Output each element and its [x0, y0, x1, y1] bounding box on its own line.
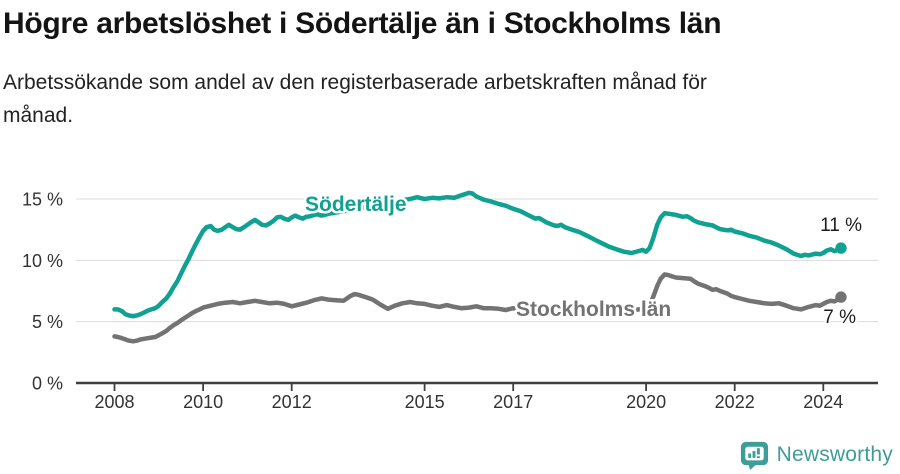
newsworthy-logo-icon — [739, 439, 770, 470]
series-line-1 — [112, 272, 844, 344]
x-tick-label: 2017 — [493, 392, 533, 412]
series-end-dots — [835, 242, 847, 303]
chart-title: Högre arbetslöshet i Södertälje än i Sto… — [3, 7, 722, 40]
end-value-label-sodertalje: 11 % — [820, 215, 862, 236]
y-tick-label: 0 % — [32, 374, 63, 394]
series-label-stockholms-lan: Stockholms län — [516, 298, 671, 321]
chart-subtitle: Arbetssökande som andel av den registerb… — [0, 66, 900, 132]
y-tick-label: 5 % — [32, 312, 63, 332]
end-dot-1 — [835, 291, 847, 303]
x-tick-label: 2020 — [626, 392, 666, 412]
chart-subtitle-line2: månad. — [3, 103, 74, 127]
y-axis-labels: 0 % 5 % 10 % 15 % — [22, 189, 63, 393]
x-tick-label: 2012 — [272, 392, 312, 412]
chart-subtitle-line1: Arbetssökande som andel av den registerb… — [3, 70, 707, 94]
x-tick-label: 2008 — [94, 392, 134, 412]
newsworthy-footer: Newsworthy — [739, 439, 893, 470]
end-dot-0 — [835, 242, 847, 254]
x-tick-label: 2022 — [715, 392, 755, 412]
newsworthy-wordmark: Newsworthy — [776, 442, 893, 466]
end-value-label-stockholms-lan: 7 % — [823, 307, 856, 328]
series-line-0 — [112, 190, 844, 319]
x-axis — [76, 381, 878, 391]
x-axis-labels: 2008 2010 2012 2015 2017 2020 2022 2024 — [94, 392, 843, 412]
y-tick-label: 10 % — [22, 251, 63, 271]
series-lines — [112, 190, 844, 344]
x-tick-label: 2010 — [183, 392, 223, 412]
x-tick-label: 2024 — [803, 392, 843, 412]
y-tick-label: 15 % — [22, 189, 63, 209]
series-label-sodertalje: Södertälje — [305, 193, 407, 216]
x-tick-label: 2015 — [405, 392, 445, 412]
